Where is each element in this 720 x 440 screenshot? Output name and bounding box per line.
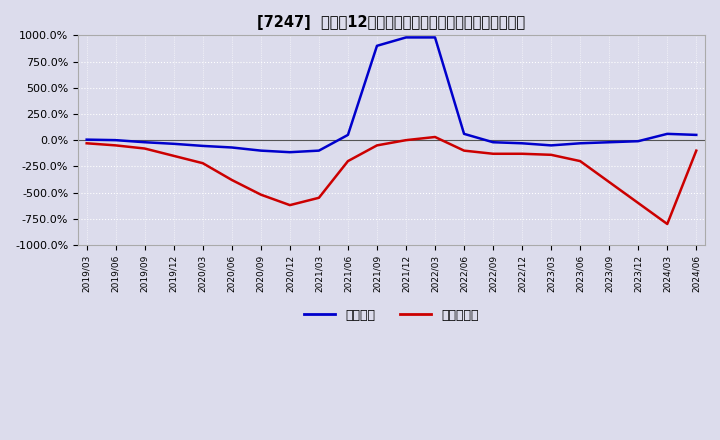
当期純利益	[634, 200, 642, 205]
経常利益	[112, 138, 120, 143]
Title: [7247]  利益の12か月移動合計の対前年同期増減率の推移: [7247] 利益の12か月移動合計の対前年同期増減率の推移	[258, 15, 526, 30]
経常利益	[546, 143, 555, 148]
当期純利益	[228, 177, 236, 183]
経常利益	[605, 139, 613, 145]
経常利益	[518, 141, 526, 146]
経常利益	[460, 131, 469, 136]
当期純利益	[576, 158, 585, 164]
当期純利益	[460, 148, 469, 153]
当期純利益	[343, 158, 352, 164]
経常利益	[692, 132, 701, 138]
当期純利益	[140, 146, 149, 151]
経常利益	[431, 35, 439, 40]
経常利益	[169, 141, 178, 147]
当期純利益	[315, 195, 323, 201]
当期純利益	[605, 180, 613, 185]
経常利益	[140, 139, 149, 145]
当期純利益	[373, 143, 382, 148]
経常利益	[634, 139, 642, 144]
当期純利益	[692, 148, 701, 153]
当期純利益	[82, 141, 91, 146]
経常利益	[343, 132, 352, 138]
当期純利益	[489, 151, 498, 156]
経常利益	[256, 148, 265, 153]
経常利益	[489, 139, 498, 145]
Line: 当期純利益: 当期純利益	[86, 137, 696, 224]
当期純利益	[402, 138, 410, 143]
Legend: 経常利益, 当期純利益: 経常利益, 当期純利益	[299, 304, 484, 327]
当期純利益	[286, 202, 294, 208]
経常利益	[228, 145, 236, 150]
Line: 経常利益: 経常利益	[86, 37, 696, 152]
経常利益	[286, 150, 294, 155]
当期純利益	[663, 221, 672, 227]
経常利益	[663, 131, 672, 136]
経常利益	[402, 35, 410, 40]
経常利益	[315, 148, 323, 153]
当期純利益	[431, 134, 439, 139]
当期純利益	[256, 192, 265, 197]
当期純利益	[518, 151, 526, 156]
経常利益	[576, 141, 585, 146]
経常利益	[82, 137, 91, 142]
当期純利益	[546, 152, 555, 158]
当期純利益	[199, 161, 207, 166]
当期純利益	[112, 143, 120, 148]
経常利益	[199, 143, 207, 149]
経常利益	[373, 43, 382, 48]
当期純利益	[169, 153, 178, 158]
